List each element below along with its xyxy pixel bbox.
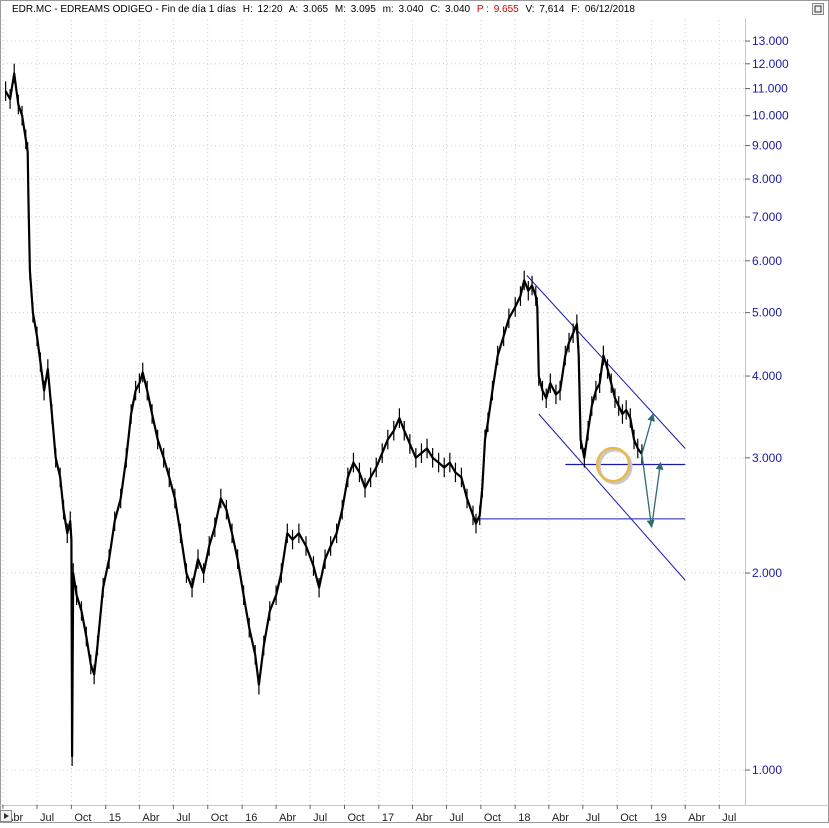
xtick-label: 19 xyxy=(655,812,667,823)
ytick-label: 9.000 xyxy=(752,139,782,153)
ytick-label: 10.000 xyxy=(752,109,789,123)
header-c-label: C: xyxy=(430,4,440,15)
header-c-value: 3.040 xyxy=(445,4,470,15)
header-f-value: 06/12/2018 xyxy=(585,4,635,15)
highlight-ellipse-shadow xyxy=(597,448,633,485)
projection-arrow xyxy=(641,453,655,528)
header-interval: Fin de día 1 días xyxy=(161,4,236,15)
header-v-label: V: xyxy=(526,4,535,15)
ytick-label: 3.000 xyxy=(752,451,782,465)
xtick-label: 18 xyxy=(518,812,530,823)
header-symbol: EDR.MC xyxy=(12,4,51,15)
ytick-label: 7.000 xyxy=(752,210,782,224)
series-layer xyxy=(4,63,643,766)
play-triangle-icon-glyph xyxy=(4,813,9,819)
header-v-value: 7,614 xyxy=(539,4,564,15)
grid-layer xyxy=(2,20,745,805)
ytick-label: 2.000 xyxy=(752,566,782,580)
projection-arrow xyxy=(650,461,664,528)
xtick-label: Oct xyxy=(74,812,91,823)
xtick-label: Abr xyxy=(552,812,569,823)
xtick-label: Jul xyxy=(40,812,54,823)
header-h-value: 12:20 xyxy=(258,4,283,15)
ytick-layer: 1.000 2.000 3.000 4.000 5.000 6.000 7.000 8.000… xyxy=(745,34,789,777)
header-m-label: M: xyxy=(335,4,346,15)
xtick-label: Jul xyxy=(313,812,327,823)
header-sep-1: - xyxy=(54,4,60,15)
xtick-label: Oct xyxy=(620,812,637,823)
play-triangle-icon[interactable] xyxy=(0,810,12,822)
header-h-label: H: xyxy=(243,4,253,15)
xtick-label: Oct xyxy=(347,812,364,823)
xtick-label: 15 xyxy=(109,812,121,823)
header-a-value: 3.065 xyxy=(303,4,328,15)
header-a-label: A: xyxy=(289,4,298,15)
projection-arrow xyxy=(641,413,655,455)
header-sep-2: - xyxy=(155,4,161,15)
xtick-label: Abr xyxy=(279,812,296,823)
xtick-label: Jul xyxy=(586,812,600,823)
square-icon-glyph xyxy=(814,5,822,13)
price-series-line xyxy=(4,72,643,758)
xtick-label: Abr xyxy=(415,812,432,823)
xtick-label: Jul xyxy=(722,812,736,823)
ytick-label: 1.000 xyxy=(752,763,782,777)
ytick-label: 12.000 xyxy=(752,57,789,71)
highlight-ellipse xyxy=(595,446,631,483)
header-min-value: 3.040 xyxy=(398,4,423,15)
xtick-label: Oct xyxy=(484,812,501,823)
header-f-label: F: xyxy=(571,4,580,15)
ytick-label: 4.000 xyxy=(752,369,782,383)
xtick-label: 16 xyxy=(245,812,257,823)
ytick-label: 6.000 xyxy=(752,254,782,268)
ytick-label: 8.000 xyxy=(752,172,782,186)
xtick-label: 17 xyxy=(382,812,394,823)
header-p-label: P : xyxy=(477,4,489,15)
xtick-label: Abr xyxy=(688,812,705,823)
xtick-label: Oct xyxy=(211,812,228,823)
arrow-layer xyxy=(641,413,664,528)
header-min-label: m: xyxy=(383,4,394,15)
square-icon[interactable] xyxy=(812,3,824,15)
header-p-value: 9.655 xyxy=(494,4,519,15)
xtick-label: Abr xyxy=(142,812,159,823)
xtick-label: Jul xyxy=(449,812,463,823)
channel-lower-line xyxy=(538,413,686,581)
xtick-label: Jul xyxy=(176,812,190,823)
ytick-label: 5.000 xyxy=(752,306,782,320)
ytick-label: 11.000 xyxy=(752,82,788,96)
header-m-value: 3.095 xyxy=(351,4,376,15)
header-line: EDR.MC - EDREAMS ODIGEO - Fin de día 1 d… xyxy=(12,4,635,15)
header-name: EDREAMS ODIGEO xyxy=(60,4,152,15)
ytick-label: 13.000 xyxy=(752,34,789,48)
